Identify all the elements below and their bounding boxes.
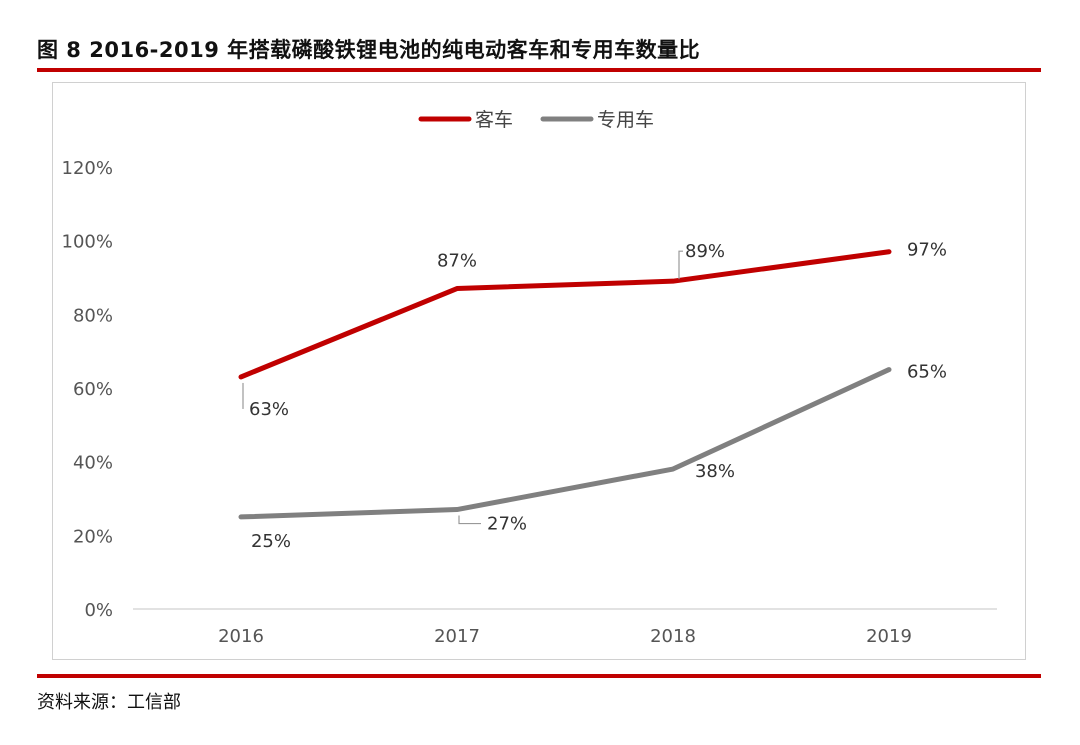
y-tick-label: 120% bbox=[62, 158, 113, 179]
legend-label-bus: 客车 bbox=[475, 109, 513, 131]
y-tick-label: 100% bbox=[62, 232, 113, 253]
x-tick-label: 2018 bbox=[650, 626, 696, 647]
footer-divider bbox=[37, 674, 1041, 678]
x-tick-label: 2019 bbox=[866, 626, 912, 647]
x-tick-label: 2017 bbox=[434, 626, 480, 647]
y-tick-label: 40% bbox=[73, 453, 113, 474]
data-label-leader bbox=[458, 515, 481, 525]
data-label-bus: 87% bbox=[437, 251, 477, 272]
data-label-special-vehicle: 38% bbox=[695, 461, 735, 482]
data-label-bus: 63% bbox=[249, 399, 289, 420]
line-chart: 0% 20% 40% 60% 80% 100% 120% 2016 2017 2018 2019 63… bbox=[62, 109, 997, 647]
series-line-bus bbox=[238, 249, 892, 380]
chart-frame: 0% 20% 40% 60% 80% 100% 120% 2016 2017 2018 2019 63… bbox=[52, 82, 1026, 660]
data-label-special-vehicle: 25% bbox=[251, 531, 291, 552]
data-label-bus: 89% bbox=[685, 241, 725, 262]
figure-title: 图 8 2016-2019 年搭载磷酸铁锂电池的纯电动客车和专用车数量比 bbox=[37, 38, 701, 62]
y-tick-label: 20% bbox=[73, 526, 113, 547]
y-tick-label: 60% bbox=[73, 379, 113, 400]
y-tick-label: 80% bbox=[73, 305, 113, 326]
data-label-special-vehicle: 65% bbox=[907, 362, 947, 383]
x-tick-label: 2016 bbox=[218, 626, 264, 647]
y-tick-label: 0% bbox=[84, 600, 113, 621]
source-note: 资料来源：工信部 bbox=[37, 692, 181, 713]
series-line-special-vehicle bbox=[238, 367, 892, 520]
data-label-bus: 97% bbox=[907, 240, 947, 261]
title-divider bbox=[37, 68, 1041, 72]
legend-label-special-vehicle: 专用车 bbox=[597, 109, 654, 131]
data-label-leader bbox=[678, 250, 683, 280]
data-label-special-vehicle: 27% bbox=[487, 514, 527, 535]
